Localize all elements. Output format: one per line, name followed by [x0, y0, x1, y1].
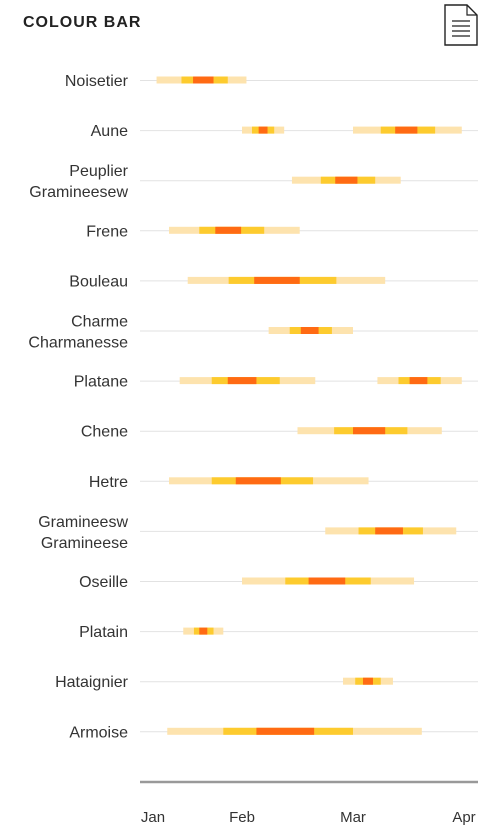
series-row: Noisetier: [65, 73, 478, 90]
series-label: Gramineesw Gramineese: [38, 514, 128, 552]
bar-segment-high: [256, 727, 315, 735]
bar-segment-high: [258, 126, 268, 134]
series-row: Platain: [79, 624, 478, 641]
series-row: Oseille: [79, 574, 478, 591]
series-row: Chene: [81, 424, 478, 441]
series-label: Armoise: [69, 724, 128, 741]
series-label-line: Charme: [71, 314, 128, 331]
series-row: Bouleau: [69, 273, 478, 290]
series-label-line: Armoise: [69, 724, 128, 741]
bar-segment-high: [215, 226, 242, 234]
bar-segment-high: [375, 527, 403, 535]
series-label-line: Oseille: [79, 574, 128, 591]
series-label: Bouleau: [69, 273, 128, 290]
series-label-line: Frene: [86, 223, 128, 240]
series-label-line: Hataignier: [55, 674, 129, 691]
series-label: Oseille: [79, 574, 128, 591]
series-label: Peuplier Gramineesew: [29, 163, 128, 201]
series-row: Armoise: [69, 724, 478, 741]
bar-segment-high: [235, 477, 281, 485]
series-row: Peuplier Gramineesew: [29, 163, 478, 201]
bar-segment-high: [353, 427, 386, 435]
series-label-line: Aune: [91, 123, 128, 140]
series-label-line: Platain: [79, 624, 128, 641]
series-label: Noisetier: [65, 73, 129, 90]
series-label: Charme Charmanesse: [28, 314, 128, 352]
x-tick-label: Feb: [229, 809, 255, 826]
bar-segment-high: [199, 627, 208, 635]
series-label-line: Platane: [74, 374, 128, 391]
series-label-line: Hetre: [89, 474, 128, 491]
x-tick-label: Jan: [141, 809, 165, 826]
series-label: Chene: [81, 424, 128, 441]
series-label-line: Charmanesse: [28, 335, 128, 352]
series-row: Hataignier: [55, 674, 478, 691]
series-label-line: Peuplier: [69, 163, 128, 180]
bar-segment-high: [395, 126, 418, 134]
series-row: Hetre: [89, 474, 478, 491]
series-label: Hataignier: [55, 674, 129, 691]
document-icon[interactable]: [444, 4, 478, 46]
series-label-line: Gramineesw: [38, 514, 128, 531]
series-label: Platane: [74, 374, 128, 391]
bar-segment-high: [308, 577, 346, 585]
series-label-line: Gramineese: [41, 535, 128, 552]
series-label-line: Chene: [81, 424, 128, 441]
x-tick-label: Mar: [340, 809, 366, 826]
series-row: Aune: [91, 123, 478, 140]
bar-segment-high: [300, 327, 319, 334]
series-label: Hetre: [89, 474, 128, 491]
bar-segment-high: [193, 76, 214, 84]
bar-segment-high: [227, 377, 257, 385]
bar-segment-high: [409, 377, 428, 385]
series-row: Platane: [74, 374, 478, 391]
x-tick-label: Apr: [452, 809, 475, 826]
series-row: Gramineesw Gramineese: [38, 514, 478, 552]
bar-segment-high: [254, 276, 300, 284]
series-label: Aune: [91, 123, 128, 140]
series-row: Frene: [86, 223, 478, 240]
bar-segment-high: [362, 677, 373, 685]
series-label: Platain: [79, 624, 128, 641]
series-label: Frene: [86, 223, 128, 240]
series-row: Charme Charmanesse: [28, 314, 478, 352]
series-label-line: Noisetier: [65, 73, 129, 90]
bar-segment-high: [335, 176, 358, 184]
series-label-line: Gramineesew: [29, 184, 128, 201]
chart-title: COLOUR BAR: [23, 14, 142, 31]
series-label-line: Bouleau: [69, 273, 128, 290]
